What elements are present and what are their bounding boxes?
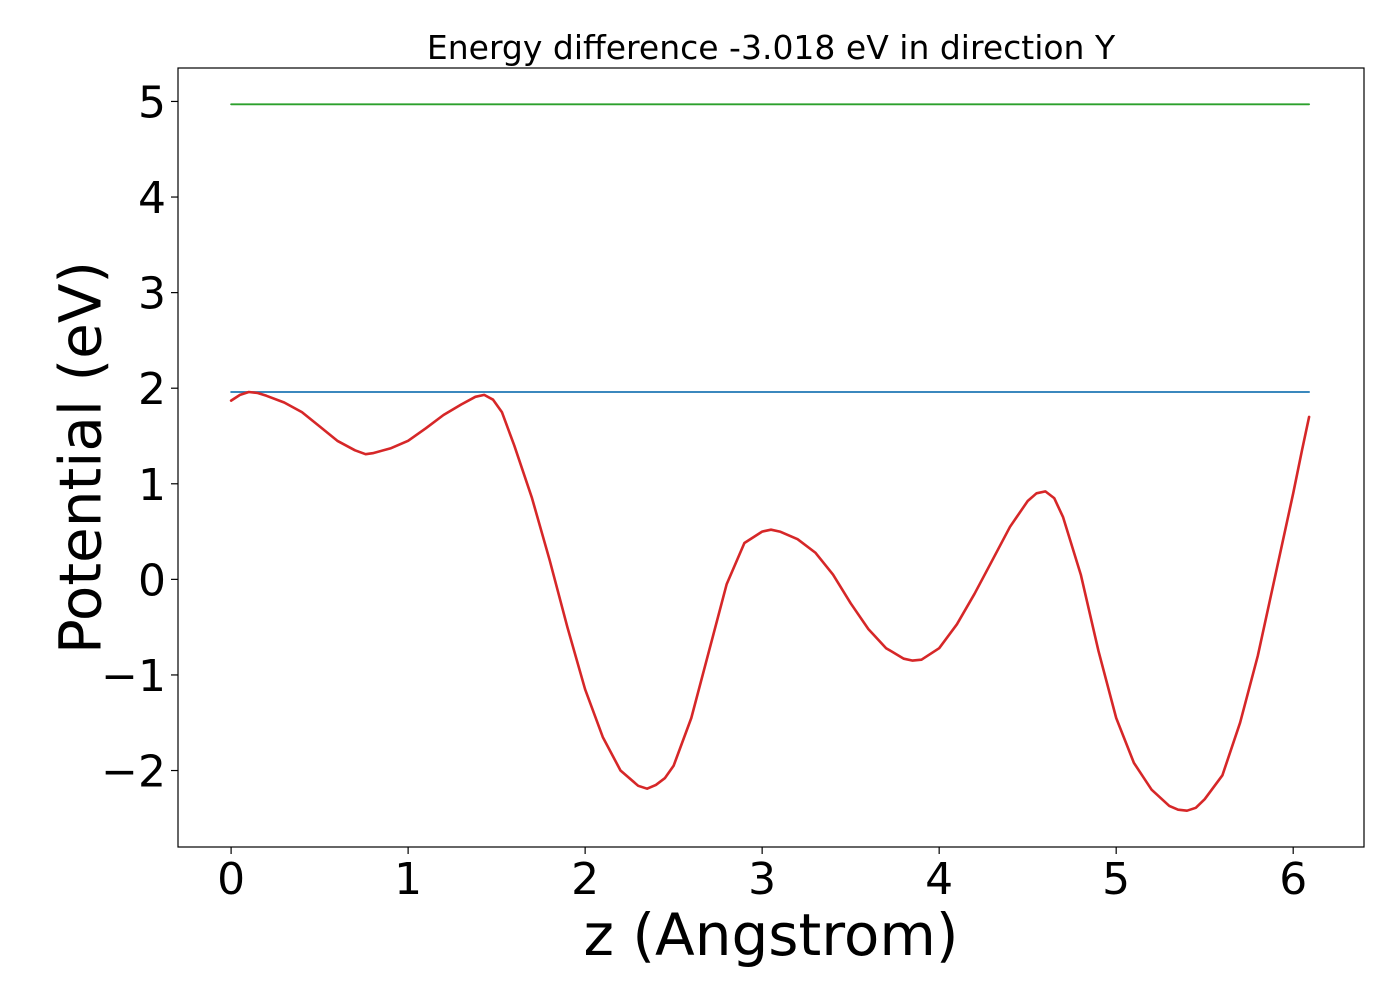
x-tick-label: 6 <box>1279 854 1307 905</box>
y-axis-title: Potential (eV) <box>46 261 114 654</box>
y-tick-label: 1 <box>138 460 166 511</box>
y-tick-label: 4 <box>138 173 166 224</box>
y-tick-label: −1 <box>101 651 166 702</box>
y-axis: −2 −1 0 1 2 3 4 5 <box>101 77 178 798</box>
x-tick-label: 0 <box>217 854 245 905</box>
y-tick-label: 5 <box>138 77 166 128</box>
plot-area <box>229 103 1311 813</box>
y-tick-label: −2 <box>101 747 166 798</box>
x-tick-label: 4 <box>925 854 953 905</box>
axes-frame <box>177 67 1365 848</box>
x-tick-label: 2 <box>571 854 599 905</box>
chart-title: Energy difference -3.018 eV in direction… <box>427 28 1116 67</box>
y-tick-label: 0 <box>138 555 166 606</box>
y-tick-label: 2 <box>138 364 166 415</box>
x-tick-label: 3 <box>748 854 776 905</box>
x-tick-label: 1 <box>394 854 422 905</box>
x-axis-title: z (Angstrom) <box>584 901 959 969</box>
x-axis: 0 1 2 3 4 5 6 <box>217 847 1307 905</box>
x-tick-label: 5 <box>1102 854 1130 905</box>
y-tick-label: 3 <box>138 269 166 320</box>
series-line-3 <box>229 390 1311 813</box>
